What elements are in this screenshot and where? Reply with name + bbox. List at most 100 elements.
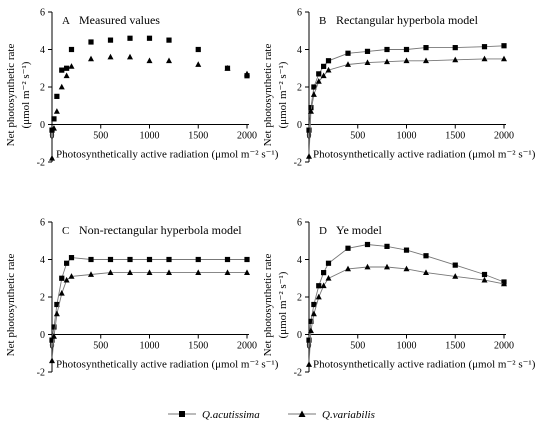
point-variabilis [315,293,322,300]
y-tick-label: 6 [40,8,45,19]
point-variabilis [310,310,317,317]
panel-letter: A [62,15,70,27]
point-variabilis [195,61,202,67]
point-acutissima [452,262,458,268]
point-variabilis [49,155,55,161]
y-tick-label: 0 [40,120,45,131]
point-acutissima [88,39,94,45]
x-tick-label: 2000 [494,131,514,142]
x-tick-label: 2000 [237,341,257,352]
point-variabilis [310,91,317,97]
series-line-variabilis [308,266,505,365]
point-acutissima [54,93,60,99]
y-tick-label: 0 [297,120,302,131]
point-variabilis [481,55,488,62]
point-variabilis [146,57,153,64]
y-tick-label: 4 [40,255,45,266]
point-acutissima [384,46,390,53]
x-tick-label: 0 [50,131,55,142]
point-variabilis [53,108,60,114]
point-variabilis [244,269,250,276]
point-variabilis [63,276,70,283]
point-variabilis [50,333,57,339]
point-acutissima [423,253,429,259]
legend-square-marker [179,411,185,417]
point-variabilis [50,125,57,131]
point-variabilis [325,275,332,281]
point-acutissima [54,301,60,308]
point-variabilis [127,269,133,276]
point-acutissima [364,241,371,248]
y-tick-label: 4 [297,45,302,56]
point-variabilis [58,83,65,90]
point-variabilis [364,263,371,270]
point-acutissima [306,127,312,133]
point-acutissima [308,105,314,111]
point-acutissima [345,245,351,251]
point-acutissima [306,337,312,343]
x-tick-label: 1000 [397,341,417,352]
point-acutissima [308,318,314,324]
point-acutissima [127,35,133,41]
point-acutissima [481,44,488,50]
x-tick-label: 0 [50,341,55,352]
point-acutissima [88,256,94,263]
point-variabilis [107,53,114,60]
point-acutissima [68,255,75,261]
x-axis-title: Photosynthetically active radiation (μmo… [313,149,536,161]
y-tick-label: -2 [37,368,45,379]
panel-title: Ye model [336,223,382,237]
x-tick-label: 1000 [397,131,417,142]
point-variabilis [481,276,488,283]
x-axis-title: Photosynthetically active radiation (μmo… [313,359,536,371]
panel-rectangular: -2 0 2 4 6 0 500 1000 1500 2000 Photosynthetically… [294,8,536,169]
point-acutissima [316,283,322,289]
point-acutissima [403,247,410,253]
series-line-variabilis [308,58,504,157]
point-acutissima [64,65,70,71]
point-acutissima [423,45,429,51]
point-variabilis [501,280,507,287]
point-variabilis [306,153,312,159]
point-acutissima [452,45,458,51]
legend-label-variabilis: Q.variabilis [322,409,375,421]
y-tick-label: 2 [297,293,302,304]
point-variabilis [195,269,202,276]
x-tick-label: 1500 [188,341,208,352]
point-acutissima [146,35,153,41]
point-variabilis [307,108,314,114]
point-variabilis [306,361,312,367]
point-variabilis [166,269,172,276]
point-acutissima [107,256,114,263]
y-tick-label: 6 [297,8,302,19]
point-acutissima [107,37,114,43]
y-axis-unit-top: (μmol m⁻² s⁻¹) [20,61,32,128]
y-tick-label: 6 [297,218,302,229]
point-acutissima [311,301,317,308]
point-acutissima [244,256,250,263]
point-variabilis [166,57,172,64]
y-axis-title-top: Net photosynthetic rate [5,44,17,147]
y-axis-titles: Net photosynthetic rate (μmol m⁻² s⁻¹) N… [5,44,289,357]
x-tick-label: 500 [350,341,365,352]
point-variabilis [68,273,75,279]
panel-nonrectangular: -2 0 2 4 6 0 500 1000 1500 2000 Photosynthetically… [37,218,279,379]
point-variabilis [53,310,60,317]
point-variabilis [501,55,507,62]
legend: Q.acutissima Q.variabilis [168,409,375,421]
point-variabilis [146,269,153,276]
y-axis-title-top-right: Net photosynthetic rate [262,44,274,147]
point-acutissima [59,275,65,281]
x-tick-label: 1500 [445,131,465,142]
point-variabilis [307,327,314,334]
point-acutissima [316,71,322,77]
x-tick-label: 500 [93,341,108,352]
point-acutissima [51,324,57,330]
x-tick-label: 1000 [140,131,160,142]
x-axis-title: Photosynthetically active radiation (μmo… [56,149,279,161]
point-variabilis [452,56,459,63]
panel-letter: D [319,225,327,237]
legend-label-acutissima: Q.acutissima [202,409,260,421]
y-tick-label: 6 [40,218,45,229]
point-acutissima [311,84,317,90]
